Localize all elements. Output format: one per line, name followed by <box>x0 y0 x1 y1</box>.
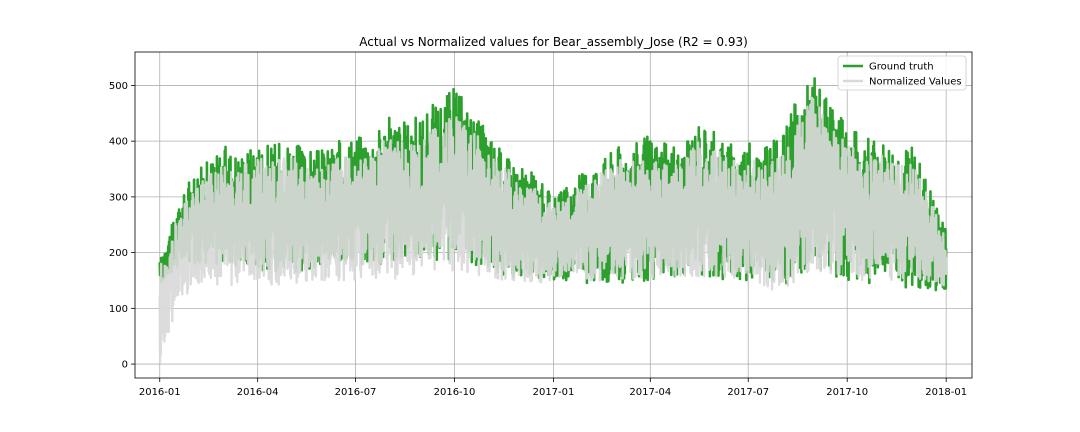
x-tick-label: 2017-07 <box>727 387 769 398</box>
legend: Ground truth Normalized Values <box>837 55 967 91</box>
x-axis: 2016-01 2016-04 2016-07 2016-10 2017-01 2017-… <box>139 378 967 398</box>
x-tick-label: 2016-07 <box>335 387 377 398</box>
x-tick-label: 2017-10 <box>826 387 868 398</box>
x-tick-label: 2017-04 <box>629 387 671 398</box>
series-line-normalized-values <box>158 96 948 364</box>
y-tick-label: 400 <box>109 137 128 148</box>
series-layer <box>158 77 948 364</box>
y-tick-label: 100 <box>109 304 128 315</box>
legend-label: Normalized Values <box>869 77 962 88</box>
x-tick-label: 2016-01 <box>139 387 181 398</box>
legend-label: Ground truth <box>869 62 934 73</box>
y-tick-label: 300 <box>109 192 128 203</box>
chart-title: Actual vs Normalized values for Bear_ass… <box>359 35 748 49</box>
legend-box <box>837 55 967 91</box>
y-tick-label: 200 <box>109 248 128 259</box>
y-tick-label: 0 <box>122 360 128 371</box>
x-tick-label: 2018-01 <box>925 387 967 398</box>
x-tick-label: 2017-01 <box>533 387 575 398</box>
x-tick-label: 2016-10 <box>434 387 476 398</box>
y-tick-label: 500 <box>109 81 128 92</box>
y-axis: 0 100 200 300 400 500 <box>109 81 135 371</box>
x-tick-label: 2016-04 <box>237 387 279 398</box>
